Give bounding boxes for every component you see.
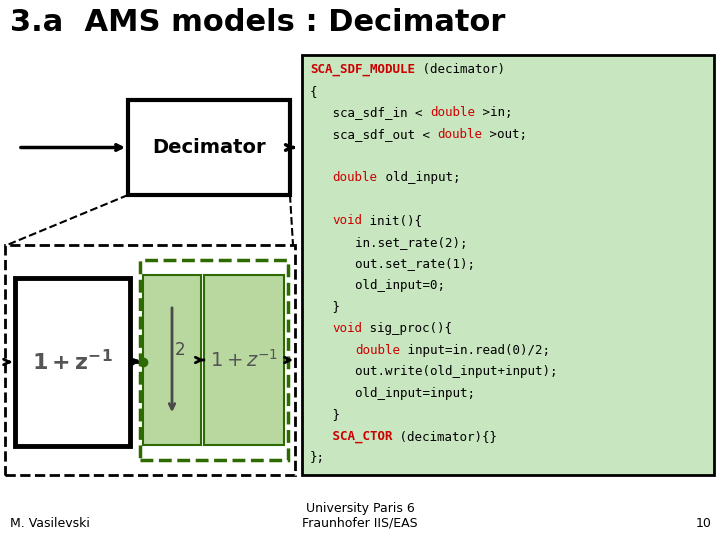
Text: sca_sdf_in <: sca_sdf_in <: [310, 106, 430, 119]
Text: (decimator){}: (decimator){}: [392, 430, 498, 443]
Text: 10: 10: [696, 517, 712, 530]
Text: };: };: [310, 451, 325, 464]
Text: University Paris 6
Fraunhofer IIS/EAS: University Paris 6 Fraunhofer IIS/EAS: [302, 502, 418, 530]
Text: }: }: [310, 300, 340, 313]
Text: sig_proc(){: sig_proc(){: [362, 322, 452, 335]
Text: out.set_rate(1);: out.set_rate(1);: [310, 257, 475, 270]
Text: old_input=0;: old_input=0;: [310, 279, 445, 292]
Text: double: double: [355, 343, 400, 356]
Text: Decimator: Decimator: [152, 138, 266, 157]
Text: 2: 2: [175, 341, 186, 359]
Text: in.set_rate(2);: in.set_rate(2);: [310, 235, 467, 248]
Text: input=in.read(0)/2;: input=in.read(0)/2;: [400, 343, 550, 356]
Bar: [140, 260, 288, 460]
Bar: [15, 278, 130, 446]
Text: $1+z^{-1}$: $1+z^{-1}$: [210, 349, 278, 371]
Text: SCA_SDF_MODULE: SCA_SDF_MODULE: [310, 63, 415, 76]
Text: init(){: init(){: [362, 214, 423, 227]
Text: void: void: [333, 322, 362, 335]
Text: {: {: [310, 85, 318, 98]
Text: double: double: [430, 106, 475, 119]
Bar: [204, 275, 284, 445]
Text: sca_sdf_out <: sca_sdf_out <: [310, 128, 438, 141]
Text: }: }: [310, 408, 340, 421]
Bar: [5, 245, 295, 475]
Text: old_input=input;: old_input=input;: [310, 387, 475, 400]
Text: void: void: [333, 214, 362, 227]
Text: (decimator): (decimator): [415, 63, 505, 76]
Text: out.write(old_input+input);: out.write(old_input+input);: [310, 365, 557, 378]
Text: >in;: >in;: [475, 106, 513, 119]
Text: >out;: >out;: [482, 128, 528, 141]
Text: 3.a  AMS models : Decimator: 3.a AMS models : Decimator: [10, 8, 505, 37]
Text: $\mathbf{1+z^{-1}}$: $\mathbf{1+z^{-1}}$: [32, 349, 113, 375]
Text: double: double: [438, 128, 482, 141]
Text: SCA_CTOR: SCA_CTOR: [310, 430, 392, 443]
Bar: [302, 55, 714, 475]
Bar: [128, 100, 290, 195]
Text: double: double: [333, 171, 377, 184]
Text: old_input;: old_input;: [377, 171, 460, 184]
Bar: [143, 275, 201, 445]
Text: M. Vasilevski: M. Vasilevski: [10, 517, 90, 530]
